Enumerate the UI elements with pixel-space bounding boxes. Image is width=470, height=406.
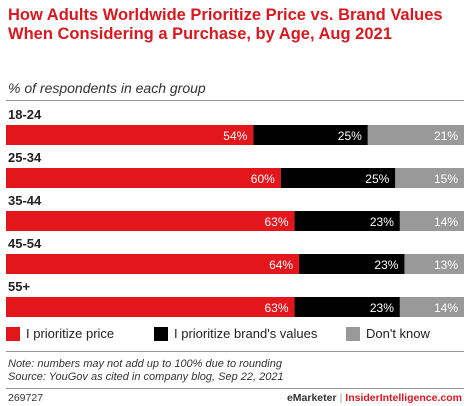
- legend-label-brand: I prioritize brand's values: [174, 326, 318, 341]
- bar-brand-35-44: [294, 211, 400, 231]
- data-label-dontknow-55+: 14%: [434, 301, 458, 315]
- legend-swatch-dontknow: [346, 326, 360, 341]
- bar-dontknow-35-44: [399, 211, 464, 231]
- legend-swatch-brand: [154, 326, 168, 341]
- note-rounding: Note: numbers may not add up to 100% due…: [8, 358, 282, 370]
- category-label-18-24: 18-24: [8, 107, 42, 122]
- data-label-dontknow-18-24: 21%: [434, 129, 458, 143]
- data-label-brand-35-44: 23%: [370, 215, 394, 229]
- legend-item-price: I prioritize price: [6, 326, 114, 341]
- stacked-bar-chart: 18-24 54% 25% 21% 25-34 60% 25% 15% 35-44 63% 23% 1…: [6, 107, 464, 317]
- data-label-price-35-44: 63%: [265, 215, 289, 229]
- bar-dontknow-18-24: [367, 125, 464, 145]
- data-label-price-25-34: 60%: [251, 172, 275, 186]
- data-label-dontknow-25-34: 15%: [434, 172, 458, 186]
- category-label-45-54: 45-54: [8, 236, 42, 251]
- chart-title: How Adults Worldwide Prioritize Price vs…: [8, 6, 443, 43]
- brand-insider-intelligence[interactable]: InsiderIntelligence.com: [345, 392, 462, 404]
- legend-swatch-price: [6, 326, 20, 341]
- footer: 269727 eMarketer | InsiderIntelligence.com: [0, 389, 470, 406]
- figure-id: 269727: [8, 392, 44, 404]
- chart-subtitle: % of respondents in each group: [8, 80, 206, 96]
- category-label-55+: 55+: [8, 279, 30, 294]
- bar-price-25-34: [6, 168, 281, 188]
- bar-brand-25-34: [280, 168, 396, 188]
- data-label-dontknow-45-54: 13%: [434, 258, 458, 272]
- data-label-price-55+: 63%: [265, 301, 289, 315]
- bar-brand-55+: [294, 297, 400, 317]
- category-label-35-44: 35-44: [8, 193, 42, 208]
- bar-price-35-44: [6, 211, 295, 231]
- note-source: Source: YouGov as cited in company blog,…: [8, 370, 284, 383]
- bar-price-55+: [6, 297, 295, 317]
- bar-price-18-24: [6, 125, 254, 145]
- data-label-brand-55+: 23%: [370, 301, 394, 315]
- top-divider: [6, 100, 464, 101]
- bar-dontknow-45-54: [404, 254, 464, 274]
- bar-brand-18-24: [253, 125, 368, 145]
- notes-divider: [6, 351, 464, 352]
- data-label-dontknow-35-44: 14%: [434, 215, 458, 229]
- legend-item-brand: I prioritize brand's values: [154, 326, 317, 341]
- bar-dontknow-55+: [399, 297, 464, 317]
- bar-dontknow-25-34: [395, 168, 464, 188]
- data-label-brand-45-54: 23%: [374, 258, 398, 272]
- legend-label-dontknow: Don't know: [366, 326, 430, 341]
- data-label-price-18-24: 54%: [223, 129, 247, 143]
- bar-price-45-54: [6, 254, 300, 274]
- brand-separator: |: [339, 392, 343, 404]
- data-label-price-45-54: 64%: [269, 258, 293, 272]
- data-label-brand-18-24: 25%: [338, 129, 362, 143]
- category-label-25-34: 25-34: [8, 150, 42, 165]
- footer-divider: [6, 388, 464, 389]
- brand-credit: eMarketer | InsiderIntelligence.com: [287, 392, 462, 404]
- legend-label-price: I prioritize price: [26, 326, 115, 341]
- bar-brand-45-54: [299, 254, 405, 274]
- notes: Note: numbers may not add up to 100% due…: [8, 358, 284, 383]
- legend: I prioritize price I prioritize brand's …: [6, 326, 466, 342]
- legend-item-dontknow: Don't know: [346, 326, 430, 341]
- data-label-brand-25-34: 25%: [365, 172, 389, 186]
- brand-emarketer[interactable]: eMarketer: [286, 392, 337, 404]
